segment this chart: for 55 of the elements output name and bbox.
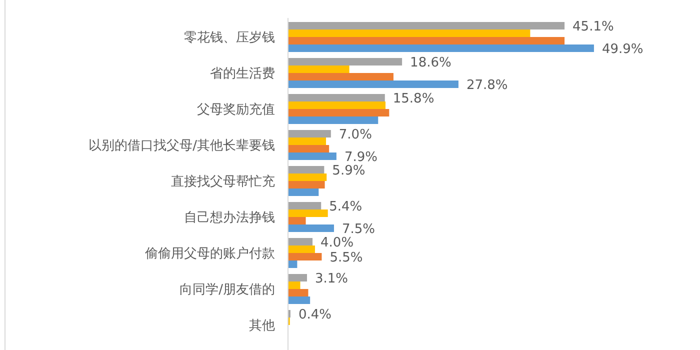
bar	[288, 130, 331, 138]
y-tick-label: 省的生活费	[210, 66, 275, 82]
data-label: 49.9%	[602, 42, 644, 57]
bar	[288, 188, 319, 196]
bar	[288, 80, 458, 88]
bar	[288, 202, 322, 210]
data-label: 5.4%	[329, 199, 362, 214]
bar	[288, 274, 308, 282]
bar	[288, 109, 390, 116]
bar	[288, 181, 325, 188]
bar	[288, 238, 313, 246]
bar	[288, 174, 327, 181]
bar	[288, 58, 402, 66]
bar	[288, 217, 306, 224]
data-label: 7.0%	[338, 127, 372, 142]
bar	[288, 116, 378, 124]
bar	[288, 210, 328, 217]
data-label: 7.5%	[342, 222, 376, 237]
y-tick-label: 自己想办法挣钱	[184, 210, 275, 226]
bar	[288, 44, 594, 52]
bar	[288, 94, 385, 102]
bar	[288, 282, 300, 289]
data-label: 5.5%	[330, 250, 363, 266]
bar	[288, 30, 530, 37]
bar	[288, 253, 322, 260]
data-label: 18.6%	[410, 55, 452, 70]
y-tick-label: 零花钱、压岁钱	[184, 30, 275, 46]
y-tick-label: 以别的借口找父母/其他长辈要钱	[88, 138, 275, 154]
data-label: 4.0%	[320, 235, 354, 250]
bar	[288, 145, 330, 152]
bar	[288, 102, 386, 109]
data-label: 15.8%	[392, 91, 434, 106]
data-label: 27.8%	[466, 78, 508, 93]
bar	[288, 260, 298, 268]
data-label: 0.4%	[298, 307, 332, 322]
y-tick-label: 直接找父母帮忙充	[171, 174, 275, 190]
y-tick-label: 父母奖励充值	[197, 102, 275, 118]
data-label: 45.1%	[572, 19, 614, 34]
y-tick-label: 偷偷用父母的账户付款	[145, 246, 275, 262]
bar	[288, 289, 308, 296]
bar	[288, 22, 565, 30]
bar	[288, 37, 565, 44]
data-label: 7.9%	[344, 150, 378, 165]
y-tick-label: 其他	[249, 318, 275, 334]
y-tick-label: 向同学/朋友借的	[180, 282, 275, 298]
bar	[288, 246, 315, 253]
bar	[288, 296, 310, 304]
bar	[288, 152, 336, 160]
bar	[288, 224, 334, 232]
bar	[288, 66, 350, 73]
data-label: 3.1%	[315, 271, 348, 286]
bar	[288, 166, 324, 174]
bar	[288, 138, 326, 145]
bar	[288, 73, 394, 80]
data-label: 5.9%	[332, 163, 366, 178]
